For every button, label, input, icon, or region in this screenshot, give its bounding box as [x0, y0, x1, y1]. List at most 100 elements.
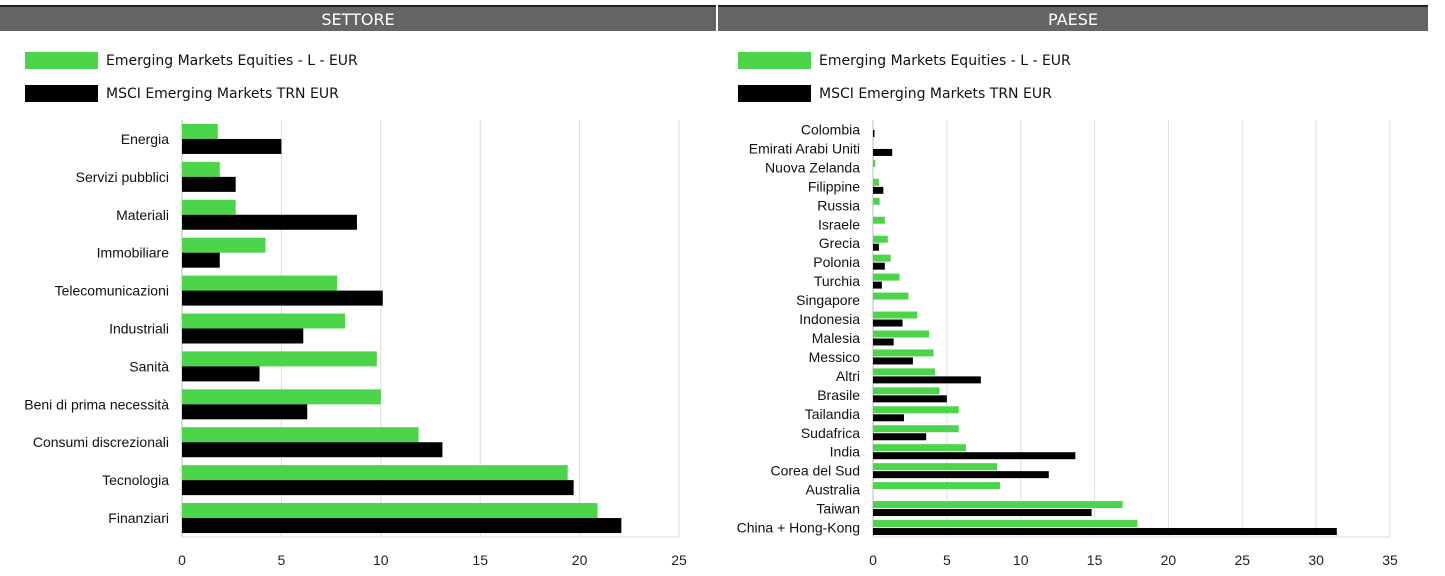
bar-fund: [873, 235, 888, 243]
x-tick-label: 20: [1161, 552, 1177, 568]
category-label: Malesia: [812, 330, 860, 346]
bar-index: [873, 376, 981, 384]
category-label: Materiali: [116, 207, 169, 223]
category-label: Indonesia: [799, 311, 860, 327]
category-label: Beni di prima necessità: [24, 396, 169, 412]
bar-index: [182, 138, 282, 154]
bar-fund: [182, 199, 236, 215]
bar-fund: [873, 178, 879, 186]
sector-panel-header: SETTORE: [0, 5, 716, 31]
bar-index: [873, 509, 1092, 517]
sector-legend-fund[interactable]: Emerging Markets Equities - L - EUR: [25, 52, 358, 69]
category-label: Emirati Arabi Uniti: [749, 140, 860, 156]
legend-label-index: MSCI Emerging Markets TRN EUR: [106, 85, 339, 102]
x-tick-label: 5: [943, 552, 951, 568]
category-label: Energia: [121, 131, 169, 147]
legend-swatch-index: [25, 85, 98, 102]
x-tick-label: 0: [869, 552, 877, 568]
x-tick-label: 30: [1308, 552, 1324, 568]
category-label: Servizi pubblici: [76, 169, 169, 185]
x-tick-label: 15: [1087, 552, 1103, 568]
category-label: Brasile: [817, 387, 860, 403]
bar-index: [182, 290, 383, 306]
bar-fund: [873, 444, 967, 452]
country-legend-index[interactable]: MSCI Emerging Markets TRN EUR: [738, 85, 1052, 102]
category-label: Filippine: [808, 178, 860, 194]
bar-fund: [873, 482, 1001, 490]
category-label: Colombia: [801, 121, 860, 137]
category-label: Tecnologia: [102, 472, 169, 488]
x-tick-label: 20: [572, 552, 588, 568]
bar-index: [182, 328, 304, 344]
bar-fund: [182, 427, 419, 443]
bar-index: [182, 366, 260, 382]
bar-index: [873, 186, 884, 194]
bar-fund: [873, 501, 1123, 509]
sector-legend-index[interactable]: MSCI Emerging Markets TRN EUR: [25, 85, 339, 102]
legend-swatch-index: [738, 85, 811, 102]
category-label: Industriali: [109, 321, 169, 337]
bar-fund: [873, 463, 998, 471]
x-tick-label: 25: [671, 552, 687, 568]
x-tick-label: 10: [373, 552, 389, 568]
bar-fund: [873, 387, 940, 395]
category-label: China + Hong-Kong: [737, 520, 860, 536]
category-label: Grecia: [819, 235, 860, 251]
bar-index: [873, 338, 894, 346]
bar-fund: [873, 349, 934, 357]
bar-fund: [873, 368, 936, 376]
bar-index: [182, 442, 443, 458]
bar-index: [873, 243, 879, 251]
bar-index: [873, 262, 885, 270]
bar-fund: [873, 197, 880, 205]
country-legend-fund[interactable]: Emerging Markets Equities - L - EUR: [738, 52, 1071, 69]
legend-label-fund: Emerging Markets Equities - L - EUR: [819, 52, 1071, 69]
category-label: Immobiliare: [97, 245, 170, 261]
bar-index: [182, 518, 622, 534]
legend-label-index: MSCI Emerging Markets TRN EUR: [819, 85, 1052, 102]
bar-index: [873, 414, 905, 422]
bar-fund: [182, 123, 218, 139]
bar-index: [182, 176, 236, 192]
category-label: Singapore: [796, 292, 860, 308]
bar-fund: [873, 254, 891, 262]
bar-index: [873, 528, 1337, 536]
x-tick-label: 25: [1234, 552, 1250, 568]
category-label: Corea del Sud: [770, 463, 860, 479]
legend-swatch-fund: [738, 52, 811, 69]
bar-fund: [873, 520, 1138, 528]
bar-fund: [182, 275, 338, 291]
bar-fund: [182, 313, 346, 329]
category-label: Telecomunicazioni: [55, 283, 169, 299]
category-label: Turchia: [814, 273, 860, 289]
bar-index: [182, 404, 308, 420]
x-tick-label: 35: [1382, 552, 1398, 568]
bar-index: [182, 214, 357, 230]
bar-fund: [873, 292, 909, 300]
category-label: Sudafrica: [801, 425, 860, 441]
bar-index: [182, 480, 574, 496]
bar-index: [873, 471, 1049, 479]
bar-fund: [873, 216, 885, 224]
bar-index: [873, 281, 882, 289]
category-label: Tailandia: [805, 406, 860, 422]
category-label: Sanità: [129, 358, 169, 374]
bar-index: [873, 148, 893, 156]
bar-index: [873, 452, 1076, 460]
bar-fund: [182, 351, 377, 367]
bar-index: [873, 433, 927, 441]
category-label: Russia: [817, 197, 860, 213]
category-label: Taiwan: [816, 501, 860, 517]
category-label: Polonia: [813, 254, 860, 270]
category-label: Nuova Zelanda: [765, 159, 860, 175]
bar-fund: [182, 161, 220, 177]
x-tick-label: 0: [178, 552, 186, 568]
bar-fund: [182, 465, 568, 481]
x-tick-label: 5: [278, 552, 286, 568]
bar-fund: [873, 330, 930, 338]
bar-index: [182, 252, 220, 268]
category-label: Finanziari: [108, 510, 169, 526]
bar-fund: [182, 237, 266, 253]
category-label: Consumi discrezionali: [33, 434, 169, 450]
